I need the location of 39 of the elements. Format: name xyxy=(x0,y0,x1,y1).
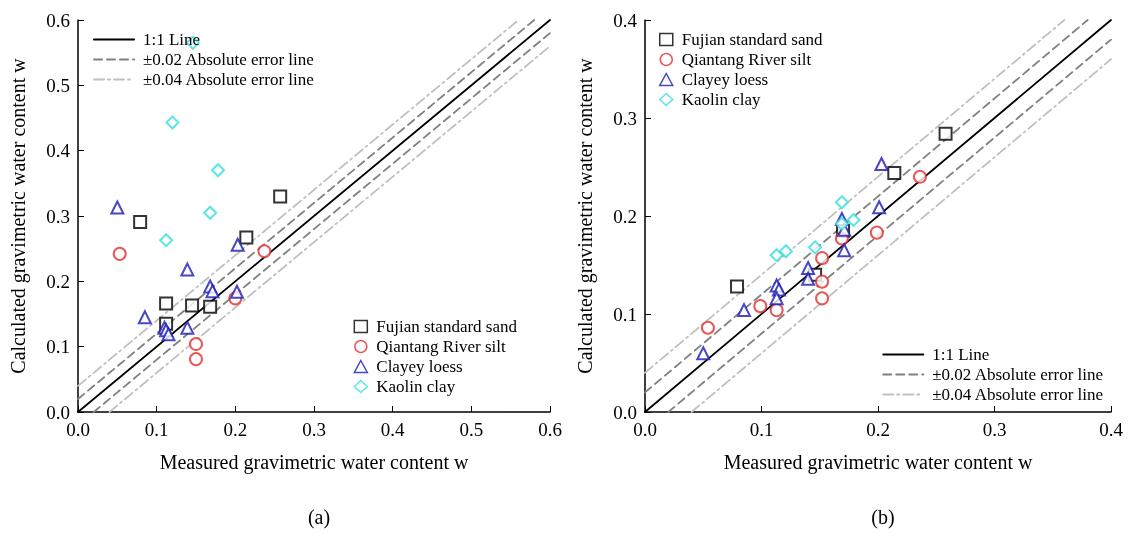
legend-label: Qiantang River silt xyxy=(681,50,812,69)
legend-label: Kaolin clay xyxy=(376,377,456,396)
legend-label: Clayey loess xyxy=(376,357,463,376)
x-axis-title: Measured gravimetric water content w xyxy=(723,451,1033,474)
y-tick-label: 0.4 xyxy=(613,9,638,31)
y-tick-label: 0.3 xyxy=(613,107,637,129)
y-tick-label: 0.2 xyxy=(613,205,637,227)
x-tick-label: 0.5 xyxy=(459,419,484,440)
legend-label: 1:1 Line xyxy=(932,345,990,364)
legend-label: Kaolin clay xyxy=(681,90,762,109)
x-tick-label: 0.4 xyxy=(380,419,406,440)
text: (b) xyxy=(871,506,895,529)
legend-label: Fujian standard sand xyxy=(681,30,823,49)
x-tick-label: 0.2 xyxy=(866,419,890,440)
x-tick-label: 0.2 xyxy=(223,419,248,440)
x-tick-label: 0.4 xyxy=(1099,419,1124,440)
legend-label: Clayey loess xyxy=(681,70,769,89)
legend-label: ±0.02 Absolute error line xyxy=(932,365,1104,384)
y-tick-label: 0.3 xyxy=(46,205,70,227)
x-tick-label: 0.1 xyxy=(749,419,774,440)
x-tick-label: 0.3 xyxy=(302,419,326,440)
x-tick-label: 0.6 xyxy=(538,419,562,440)
legend-label: Qiantang River silt xyxy=(376,337,506,356)
legend-label: ±0.02 Absolute error line xyxy=(143,50,314,69)
x-tick-label: 0.3 xyxy=(982,419,1007,440)
text: (a) xyxy=(307,506,331,529)
legend-label: ±0.04 Absolute error line xyxy=(932,385,1104,404)
x-axis-title: Measured gravimetric water content w xyxy=(159,451,469,474)
x-tick-label: 0.1 xyxy=(144,419,169,440)
legend-label: Fujian standard sand xyxy=(376,317,518,336)
y-tick-label: 0.2 xyxy=(46,270,70,292)
y-axis-title: Calculated gravimetric water content w xyxy=(574,57,597,374)
y-tick-label: 0.4 xyxy=(46,140,71,162)
legend-label: ±0.04 Absolute error line xyxy=(143,70,314,89)
y-tick-label: 0.6 xyxy=(46,9,70,31)
y-axis-title: Calculated gravimetric water content w xyxy=(7,57,30,374)
y-tick-label: 0.5 xyxy=(46,74,70,96)
y-tick-label: 0.1 xyxy=(46,336,70,358)
y-tick-label: 0.1 xyxy=(613,303,637,325)
